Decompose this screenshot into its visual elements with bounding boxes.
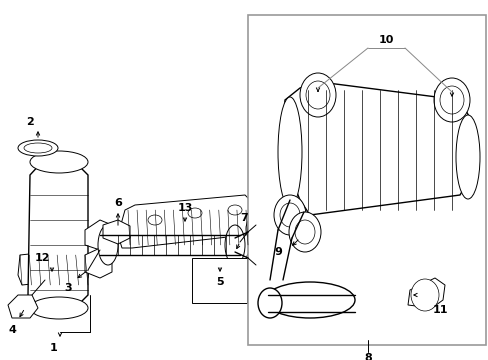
Text: 11: 11 [431,305,447,315]
Ellipse shape [98,225,118,265]
Ellipse shape [224,225,244,265]
Ellipse shape [410,279,438,311]
Text: 3: 3 [64,283,72,293]
Polygon shape [103,220,130,244]
Ellipse shape [30,151,88,173]
Polygon shape [283,82,474,215]
Ellipse shape [148,215,162,225]
Polygon shape [85,248,112,278]
Ellipse shape [294,220,314,244]
Text: 6: 6 [114,198,122,208]
Ellipse shape [258,288,282,318]
Bar [192,258,246,303]
Ellipse shape [30,297,88,319]
Bar [247,15,485,345]
Text: 12: 12 [34,253,50,263]
Ellipse shape [280,203,299,227]
Text: 4: 4 [8,325,16,335]
Ellipse shape [264,282,354,318]
Text: 10: 10 [378,35,393,45]
Polygon shape [85,220,112,250]
Text: 9: 9 [273,247,282,257]
Text: 7: 7 [240,213,247,223]
Text: 1: 1 [50,343,58,353]
Text: 2: 2 [26,117,34,127]
Ellipse shape [245,217,262,241]
Ellipse shape [187,208,202,218]
Ellipse shape [245,250,262,274]
Polygon shape [28,162,88,308]
Ellipse shape [24,143,52,153]
Ellipse shape [18,140,58,156]
Text: 13: 13 [177,203,192,213]
Ellipse shape [455,115,479,199]
Ellipse shape [299,73,335,117]
Ellipse shape [278,97,302,207]
Text: 8: 8 [364,353,371,360]
Polygon shape [118,195,254,248]
Ellipse shape [439,86,463,114]
Polygon shape [18,248,90,285]
Polygon shape [8,295,38,318]
Ellipse shape [273,195,305,235]
Ellipse shape [305,81,329,109]
Ellipse shape [227,205,242,215]
Ellipse shape [433,78,469,122]
Ellipse shape [288,212,320,252]
Polygon shape [407,278,444,308]
Text: 5: 5 [216,277,224,287]
